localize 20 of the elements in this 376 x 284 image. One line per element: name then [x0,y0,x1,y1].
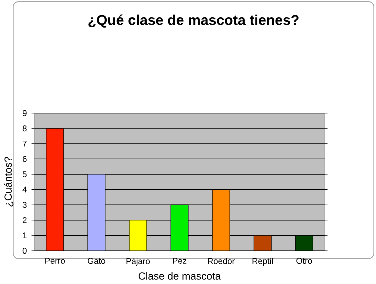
y-tick-label: 3 [22,202,27,208]
y-tick-label: 9 [22,110,27,116]
x-tick-label: Gato [88,258,106,264]
y-tick-label: 7 [22,140,27,147]
y-tick-label: 6 [22,156,27,162]
y-tick-label: 8 [22,126,27,132]
y-tick-label: 2 [22,217,27,224]
x-tick-label: Reptil [252,258,274,266]
x-tick-label: Perro [46,258,66,264]
x-tick-label: Pez [173,258,187,264]
y-tick-label: 4 [22,186,27,193]
x-tick-label: Otro [296,258,312,264]
y-tick-label: 0 [22,248,27,254]
chart-title: ¿Qué clase de mascota tienes? [88,14,299,28]
y-tick-label: 1 [23,232,27,238]
x-axis-title: Clase de mascota [138,272,222,280]
x-tick-label: Roedor [208,258,235,264]
x-tick-label: Pájaro [126,258,150,266]
y-axis-title: ¿Cuántos? [4,157,14,207]
y-tick-label: 5 [22,171,27,178]
